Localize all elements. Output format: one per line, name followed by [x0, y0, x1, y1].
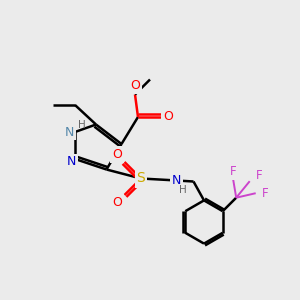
Text: O: O	[112, 196, 122, 209]
Text: O: O	[112, 148, 122, 161]
Text: H: H	[179, 184, 187, 195]
Text: F: F	[255, 169, 262, 182]
Text: N: N	[67, 155, 76, 169]
Text: F: F	[262, 187, 268, 200]
Text: O: O	[163, 110, 173, 124]
Text: S: S	[136, 172, 146, 185]
Text: N: N	[172, 173, 181, 187]
Text: N: N	[65, 125, 74, 139]
Text: F: F	[230, 165, 236, 178]
Text: H: H	[78, 120, 86, 130]
Text: O: O	[130, 79, 140, 92]
